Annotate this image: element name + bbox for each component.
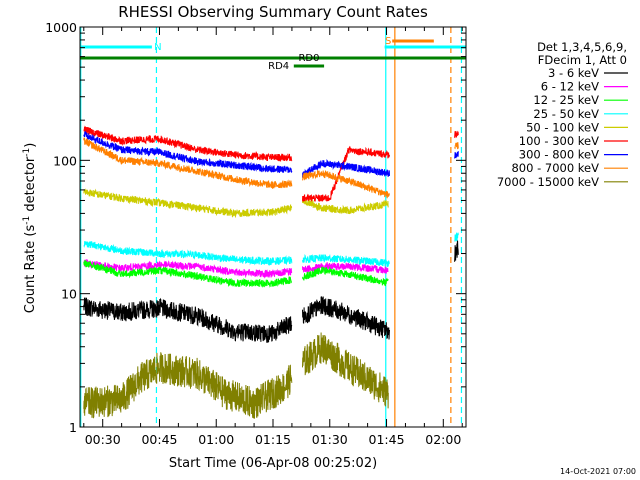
series-trace [302,296,390,340]
x-tick-label: 01:30 [312,432,348,447]
y-axis: 1 10 100 1000 [45,20,466,435]
series-trace [83,258,293,279]
y-tick-label: 1000 [45,20,77,35]
series-trace [302,332,389,409]
timestamp: 14-Oct-2021 07:00 [560,467,636,476]
series-trace [302,197,389,215]
series-trace [302,253,390,268]
x-tick-label: 01:15 [255,432,291,447]
x-tick-label: 01:45 [369,432,405,447]
series-line [83,259,389,288]
series-trace [83,241,293,266]
plot-area [80,27,463,427]
series-trace [454,142,459,150]
series-line [83,125,459,202]
series-trace [83,352,293,419]
series-line [83,232,459,268]
series-trace [454,130,459,139]
y-tick-label: 1 [69,420,77,435]
series-line [83,137,459,199]
saa-bar-label: S [385,36,391,47]
legend: Det 1,3,4,5,6,9, FDecim 1, Att 0 3 - 6 k… [497,40,628,189]
x-tick-label: 01:00 [198,432,234,447]
legend-header-line-1: Det 1,3,4,5,6,9, [537,40,627,54]
series-line [83,188,389,219]
series-line [83,239,459,343]
chart-title: RHESSI Observing Summary Count Rates [118,3,428,21]
series-trace [83,188,293,219]
series-trace [83,125,293,163]
flag-bars: N S RD0 RD4 [80,36,466,72]
x-tick-label: 02:00 [425,432,461,447]
series-trace [454,232,459,242]
series-trace [454,151,459,159]
series-trace [83,137,293,189]
series-trace [454,239,459,262]
x-axis-label: Start Time (06-Apr-08 00:25:02) [169,456,377,471]
x-axis: 00:30 00:45 01:00 01:15 01:30 01:45 02:00 [83,27,463,447]
legend-entry-label: 25 - 50 keV [533,107,599,121]
legend-entry-label: 100 - 300 keV [519,134,599,148]
series-trace [302,170,390,199]
y-tick-label: 100 [53,153,77,168]
x-tick-label: 00:30 [85,432,121,447]
legend-entry-label: 12 - 25 keV [533,93,599,107]
y-axis-label: Count Rate (s-1 detector-1) [22,143,38,314]
series-line [83,258,389,279]
series-trace [302,262,389,274]
legend-header-line-2: FDecim 1, Att 0 [538,53,627,67]
legend-entry-label: 6 - 12 keV [541,80,599,94]
y-tick-label: 10 [61,287,77,302]
series-line [83,332,389,419]
series-trace [302,145,390,202]
legend-entry-label: 800 - 7000 keV [511,161,599,175]
series-trace [302,159,390,178]
legend-entry-label: 300 - 800 keV [519,148,599,162]
legend-entry-label: 7000 - 15000 keV [497,175,599,189]
series-line [83,130,459,178]
rd0-bar-label: RD0 [298,53,319,64]
x-tick-label: 00:45 [141,432,177,447]
series-trace [83,130,293,173]
rd4-bar-label: RD4 [268,61,289,72]
series-trace [83,297,293,343]
night-bar-label: N [154,42,161,53]
legend-entry-label: 50 - 100 keV [526,120,599,134]
legend-entry-label: 3 - 6 keV [548,66,599,80]
series-trace [302,266,389,287]
series-trace [83,259,292,288]
